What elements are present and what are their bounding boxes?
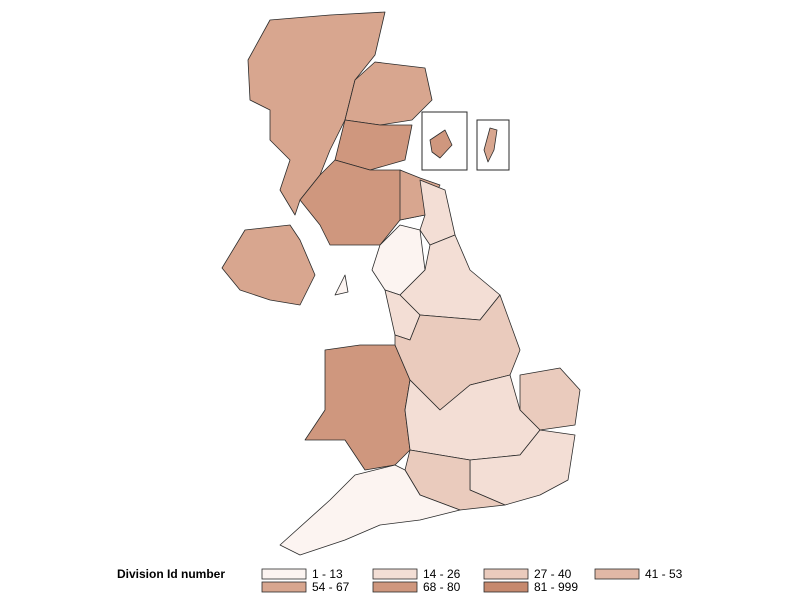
map	[221, 11, 581, 556]
legend-label: 81 - 999	[534, 580, 578, 594]
region	[334, 119, 413, 171]
inset-box	[476, 119, 510, 171]
legend-label: 41 - 53	[645, 567, 683, 581]
region	[483, 127, 498, 163]
legend-label: 14 - 26	[423, 567, 461, 581]
legend-swatch	[261, 568, 307, 580]
region	[334, 274, 349, 296]
legend-swatch	[483, 581, 529, 593]
inset-box	[421, 111, 468, 171]
legend-label: 68 - 80	[423, 580, 461, 594]
region	[221, 224, 316, 306]
legend-label: 54 - 67	[312, 580, 350, 594]
region	[304, 344, 411, 471]
legend-swatch	[372, 581, 418, 593]
legend-swatch	[483, 568, 529, 580]
legend-label: 27 - 40	[534, 567, 572, 581]
legend-swatch	[372, 568, 418, 580]
region	[394, 294, 521, 411]
legend-title: Division Id number	[117, 567, 225, 581]
region	[279, 464, 461, 556]
region	[429, 129, 453, 159]
legend-swatch	[594, 568, 640, 580]
legend-label: 1 - 13	[312, 567, 343, 581]
legend-swatch	[261, 581, 307, 593]
region	[419, 179, 456, 246]
legend: 1 - 13 14 - 26 27 - 40 41 - 53 54 - 67 68 - 8…	[261, 567, 683, 594]
